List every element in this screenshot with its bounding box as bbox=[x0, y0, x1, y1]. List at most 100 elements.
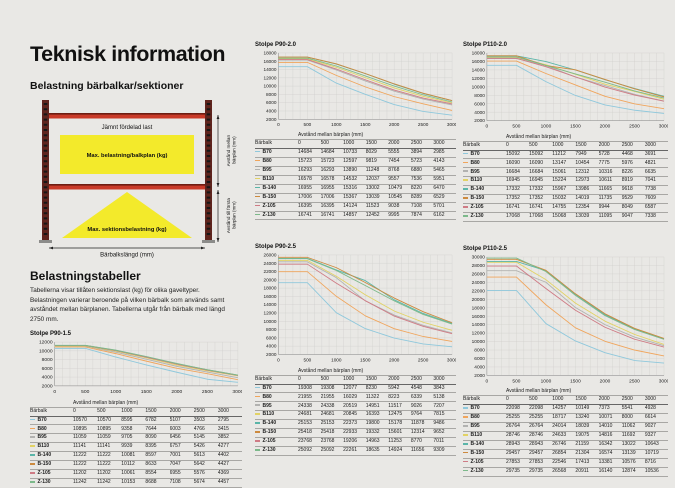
beam-load-label: Max. belastning/balkplan (kg) bbox=[87, 153, 168, 159]
x-tick-label: 1000 bbox=[110, 389, 121, 395]
value-cell: 8716 bbox=[644, 458, 668, 468]
column-header: 2500 bbox=[621, 395, 645, 406]
table-row: B-150 17352 17352 15032 14019 11735 9529 7609 bbox=[463, 194, 668, 205]
y-tick-label: 26000 bbox=[472, 272, 486, 278]
value-cell: 14755 bbox=[552, 203, 576, 214]
y-tick-label: 6000 bbox=[266, 100, 277, 105]
chart-block-p90-2-5: Stolpe P90-2.5 2000 4000 6000 8000 10000 12000… bbox=[255, 244, 456, 457]
table-row: B70 19308 19308 12077 8230 5942 4548 3843 bbox=[255, 384, 456, 394]
value-cell: 9038 bbox=[388, 202, 411, 212]
row-label: B95 bbox=[37, 434, 47, 441]
row-label: B95 bbox=[470, 423, 480, 430]
page-title: Teknisk information bbox=[30, 42, 226, 66]
foot-plate-left bbox=[39, 240, 52, 243]
value-cell: 17332 bbox=[529, 185, 553, 196]
row-label: Z-130 bbox=[37, 479, 51, 486]
x-tick-label: 3000 bbox=[232, 389, 242, 395]
table-row: B80 10895 10895 9358 7644 6003 4766 3415 bbox=[30, 424, 242, 435]
value-cell: 5576 bbox=[193, 469, 218, 480]
value-cell: 5942 bbox=[388, 384, 411, 394]
value-cell: 4766 bbox=[193, 424, 218, 435]
value-cell: 19075 bbox=[575, 431, 599, 442]
load-table: Bärbalk 0 500 1000 1500 2000 2500 3000 B70 22098 2… bbox=[463, 395, 668, 477]
value-cell: 29735 bbox=[529, 467, 553, 477]
value-cell: 9047 bbox=[621, 212, 645, 223]
value-cell: 8395 bbox=[145, 442, 170, 453]
value-cell: 14010 bbox=[598, 422, 622, 433]
table-row: B95 11059 11059 9705 8090 6456 5145 3852 bbox=[30, 433, 242, 444]
value-cell: 17006 bbox=[298, 193, 321, 203]
table-row: B80 16090 16090 13147 10454 7775 5976 4821 bbox=[463, 158, 668, 169]
table-row: B70 10570 10570 8595 6782 5107 3503 2795 bbox=[30, 416, 242, 426]
x-tick-label: 2000 bbox=[600, 124, 611, 130]
value-cell: 8230 bbox=[365, 384, 389, 394]
x-tick-label: 2500 bbox=[418, 358, 429, 363]
left-column: Teknisk information Belastning bärbalkar… bbox=[30, 42, 242, 488]
load-table: Bärbalk 0 500 1000 1500 2000 2500 3000 B70 10570 1… bbox=[30, 406, 242, 488]
value-cell: 6955 bbox=[169, 469, 194, 480]
series-swatch bbox=[30, 445, 35, 447]
y-tick-label: 26000 bbox=[263, 253, 276, 258]
beam-name-cell: Z-105 bbox=[255, 202, 298, 212]
value-cell: 10895 bbox=[97, 424, 122, 435]
beam-name-cell: B-140 bbox=[255, 419, 298, 430]
x-tick-label: 500 bbox=[81, 389, 89, 395]
y-tick-label: 2000 bbox=[42, 384, 53, 390]
value-cell: 9764 bbox=[410, 410, 434, 421]
x-tick-label: 1500 bbox=[570, 124, 581, 130]
y-tick-label: 12000 bbox=[472, 331, 486, 337]
beam-load-area bbox=[60, 135, 194, 174]
series-line-b-140 bbox=[486, 261, 665, 340]
value-cell: 8223 bbox=[388, 392, 411, 403]
value-cell: 11222 bbox=[97, 451, 122, 462]
arrowhead-icon bbox=[216, 238, 220, 242]
beam-middle bbox=[49, 184, 205, 190]
value-cell: 10536 bbox=[644, 467, 668, 477]
value-cell: 17068 bbox=[506, 212, 530, 223]
y-tick-label: 2000 bbox=[474, 373, 485, 379]
value-cell: 6587 bbox=[644, 203, 668, 214]
value-cell: 9939 bbox=[121, 442, 146, 453]
foot-plate-right bbox=[202, 240, 215, 243]
load-table: Bärbalk 0 500 1000 1500 2000 2500 3000 B70 19308 1… bbox=[255, 374, 456, 457]
series-swatch bbox=[255, 395, 260, 397]
value-cell: 9652 bbox=[433, 428, 456, 439]
value-cell: 10733 bbox=[343, 148, 366, 158]
value-cell: 19308 bbox=[298, 384, 321, 394]
value-cell: 25092 bbox=[320, 446, 344, 457]
value-cell: 16741 bbox=[529, 203, 553, 214]
value-cell: 8554 bbox=[145, 469, 170, 480]
table-row: B110 28746 28746 24633 19075 14816 11692 9327 bbox=[463, 431, 668, 442]
table-row: B-140 11222 11222 10081 8597 7001 5613 4402 bbox=[30, 451, 242, 462]
table-row: B-150 11222 11222 10112 8633 7047 5642 4427 bbox=[30, 460, 242, 471]
beam-name-cell: B-140 bbox=[30, 451, 73, 462]
beam-name-cell: Z-105 bbox=[255, 437, 298, 448]
value-cell: 11222 bbox=[97, 460, 122, 471]
rack-upright-left bbox=[42, 100, 49, 240]
series-line-b70 bbox=[54, 348, 238, 384]
value-cell: 11141 bbox=[97, 442, 122, 453]
value-cell: 8919 bbox=[621, 176, 645, 187]
table-row: B-150 29457 29457 26854 21304 16574 13139 10719 bbox=[463, 449, 668, 459]
series-swatch bbox=[30, 463, 35, 465]
value-cell: 11059 bbox=[73, 433, 98, 444]
value-cell: 9309 bbox=[433, 446, 456, 457]
value-cell: 15092 bbox=[506, 150, 530, 160]
load-chart-svg: 2000400060008000100001200014000160001800… bbox=[472, 51, 668, 130]
value-cell: 3852 bbox=[217, 433, 242, 444]
beam-name-cell: B110 bbox=[255, 175, 298, 185]
chart-title: Stolpe P110-2.5 bbox=[463, 246, 508, 253]
value-cell: 13022 bbox=[621, 440, 645, 450]
beam-name-cell: B110 bbox=[463, 176, 506, 187]
series-swatch bbox=[30, 481, 35, 483]
beam-name-cell: B95 bbox=[463, 422, 506, 433]
beam-name-cell: B95 bbox=[30, 433, 73, 444]
value-cell: 25255 bbox=[529, 413, 553, 424]
chart-title: Stolpe P90-1.5 bbox=[30, 331, 72, 338]
x-tick-label: 2500 bbox=[418, 122, 429, 127]
column-header: 0 bbox=[506, 140, 530, 151]
y-tick-label: 18000 bbox=[472, 51, 486, 57]
value-cell: 8770 bbox=[410, 437, 434, 448]
value-cell: 11665 bbox=[598, 185, 622, 196]
load-chart-svg: 2000400060008000100001200014000160001800… bbox=[263, 253, 456, 363]
